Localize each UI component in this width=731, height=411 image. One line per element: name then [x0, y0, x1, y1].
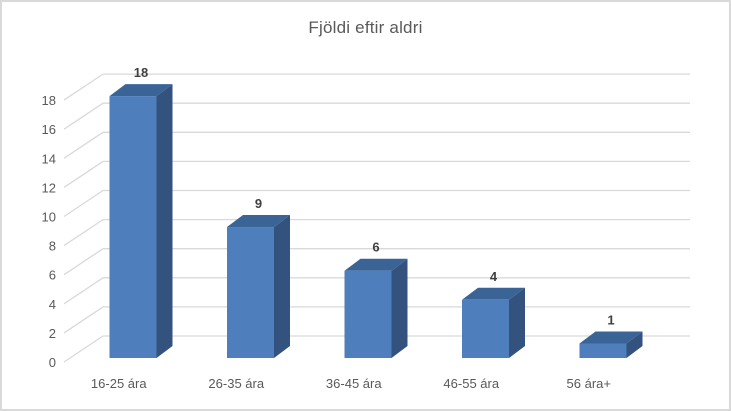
- bar-side-face: [626, 331, 643, 358]
- bar-top-face: [344, 258, 408, 271]
- gridline: [63, 102, 690, 130]
- y-axis-tick-label: 10: [42, 210, 56, 225]
- bar-top-face: [109, 84, 173, 97]
- x-axis-category-label: 46-55 ára: [443, 376, 499, 391]
- bar-data-label: 1: [607, 312, 614, 327]
- y-axis-tick-label: 6: [49, 268, 56, 283]
- bar-side-face: [274, 215, 290, 358]
- bar: [109, 96, 157, 358]
- bar: [462, 299, 509, 358]
- y-axis-tick-label: 8: [49, 239, 56, 254]
- y-axis-tick-label: 4: [49, 297, 56, 312]
- gridline: [63, 248, 690, 276]
- x-axis-category-label: 56 ára+: [567, 376, 611, 391]
- gridline: [63, 73, 690, 101]
- bar-side-face: [391, 258, 408, 358]
- x-axis-category-label: 26-35 ára: [208, 376, 264, 391]
- gridline: [63, 277, 690, 305]
- gridline: [63, 189, 690, 218]
- bar: [579, 343, 627, 358]
- bar-data-label: 18: [134, 65, 148, 80]
- gridline: [63, 131, 690, 159]
- bar-side-face: [156, 84, 173, 358]
- bar-top-face: [462, 287, 525, 300]
- bar-top-face: [579, 331, 643, 344]
- gridline: [63, 160, 690, 188]
- y-axis-tick-label: 14: [42, 151, 56, 166]
- bar-data-label: 6: [372, 240, 379, 255]
- bar-top-face: [227, 215, 290, 228]
- bar: [227, 227, 274, 358]
- y-axis-tick-label: 18: [42, 93, 56, 108]
- y-axis-tick-label: 2: [49, 326, 56, 341]
- y-axis-tick-label: 12: [42, 180, 56, 195]
- bar-data-label: 4: [490, 269, 498, 284]
- x-axis-category-label: 36-45 ára: [326, 376, 382, 391]
- gridline: [63, 218, 690, 247]
- bar: [344, 270, 392, 358]
- bar-side-face: [509, 287, 525, 358]
- x-axis-category-label: 16-25 ára: [91, 376, 147, 391]
- chart-title: Fjöldi eftir aldri: [308, 18, 423, 37]
- y-axis-tick-label: 16: [42, 122, 56, 137]
- y-axis-tick-label: 0: [49, 355, 56, 370]
- bar-data-label: 9: [255, 196, 262, 211]
